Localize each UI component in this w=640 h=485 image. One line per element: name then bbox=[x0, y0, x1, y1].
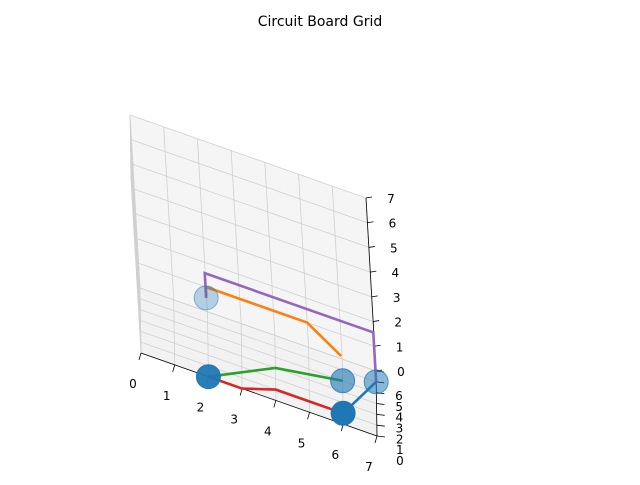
grid-line-x-back bbox=[298, 174, 309, 348]
chart-title: Circuit Board Grid bbox=[258, 14, 383, 30]
grid-line-z-left bbox=[136, 238, 139, 304]
grid-line-z-back bbox=[132, 164, 369, 248]
z-tick bbox=[368, 246, 375, 248]
z-tick-label: 5 bbox=[390, 241, 398, 255]
y-tick-label: 6 bbox=[395, 389, 403, 403]
grid-line-z-left bbox=[139, 287, 142, 354]
x-tick-label: 7 bbox=[365, 460, 373, 474]
grid-line-x-back bbox=[331, 186, 343, 360]
z-tick bbox=[370, 270, 377, 273]
y-tick-label: 4 bbox=[396, 411, 404, 425]
z-tick-label: 4 bbox=[391, 266, 399, 280]
z-tick-label: 0 bbox=[397, 365, 405, 379]
x-tick bbox=[307, 412, 310, 420]
x-tick-label: 1 bbox=[163, 389, 171, 403]
x-tick-label: 3 bbox=[230, 413, 238, 427]
grid-line-y-floor bbox=[140, 330, 377, 415]
z-tick-label: 6 bbox=[389, 217, 397, 231]
y-tick bbox=[376, 413, 385, 416]
grid-line-z-left bbox=[129, 114, 132, 181]
node-marker bbox=[195, 364, 221, 390]
grid-line-z-back bbox=[134, 188, 371, 273]
node-marker bbox=[193, 285, 219, 311]
grid-line-x-back bbox=[163, 126, 175, 300]
grid-line-z-back bbox=[137, 238, 374, 322]
x-tick bbox=[138, 352, 142, 361]
grid-line-z-left bbox=[138, 263, 140, 329]
grid-line-y-floor bbox=[140, 298, 377, 383]
x-tick bbox=[273, 400, 277, 408]
x-tick-label: 6 bbox=[331, 448, 339, 462]
node-markers bbox=[193, 285, 389, 426]
node-marker bbox=[330, 368, 356, 394]
back-wall-pane bbox=[130, 115, 376, 371]
z-tick-label: 1 bbox=[396, 340, 404, 354]
z-tick bbox=[373, 320, 380, 322]
z-tick bbox=[365, 196, 373, 199]
x-tick-label: 2 bbox=[197, 401, 205, 415]
circuit-trace bbox=[203, 271, 378, 382]
grid-line-z-left bbox=[135, 213, 138, 279]
grid-line-z-back bbox=[139, 287, 377, 372]
x-tick-label: 0 bbox=[129, 377, 137, 391]
y-tick-label: 3 bbox=[396, 422, 404, 436]
node-marker bbox=[330, 400, 356, 426]
grid-line-z-left bbox=[133, 189, 136, 255]
z-tick-label: 3 bbox=[393, 291, 401, 305]
grid-line-z-left bbox=[132, 164, 135, 230]
z-tick-label: 2 bbox=[394, 316, 402, 330]
grid-line-z-left bbox=[131, 139, 133, 205]
grid-line-z-back bbox=[129, 114, 367, 199]
circuit-trace bbox=[208, 366, 343, 383]
z-tick bbox=[374, 344, 381, 347]
y-tick-label: 0 bbox=[396, 454, 404, 468]
grid-line-x-back bbox=[264, 162, 276, 336]
grid-line-z-back bbox=[135, 213, 372, 298]
grid-line-x-back bbox=[230, 150, 242, 324]
x-tick-label: 5 bbox=[298, 436, 306, 450]
y-tick-label: 1 bbox=[396, 443, 404, 457]
y-tick bbox=[376, 403, 385, 405]
z-tick bbox=[371, 295, 378, 298]
grid-line-z-back bbox=[131, 139, 368, 224]
circuit-trace bbox=[207, 375, 344, 415]
z-tick-label: 7 bbox=[387, 192, 395, 206]
y-tick-label: 5 bbox=[395, 400, 403, 414]
y-tick-label: 2 bbox=[396, 432, 404, 446]
x-tick bbox=[374, 435, 378, 444]
z-tick bbox=[367, 221, 374, 224]
y-tick bbox=[376, 424, 385, 427]
x-tick bbox=[172, 364, 176, 372]
node-marker bbox=[363, 369, 389, 395]
y-tick bbox=[376, 435, 386, 438]
x-tick-label: 4 bbox=[264, 424, 272, 438]
